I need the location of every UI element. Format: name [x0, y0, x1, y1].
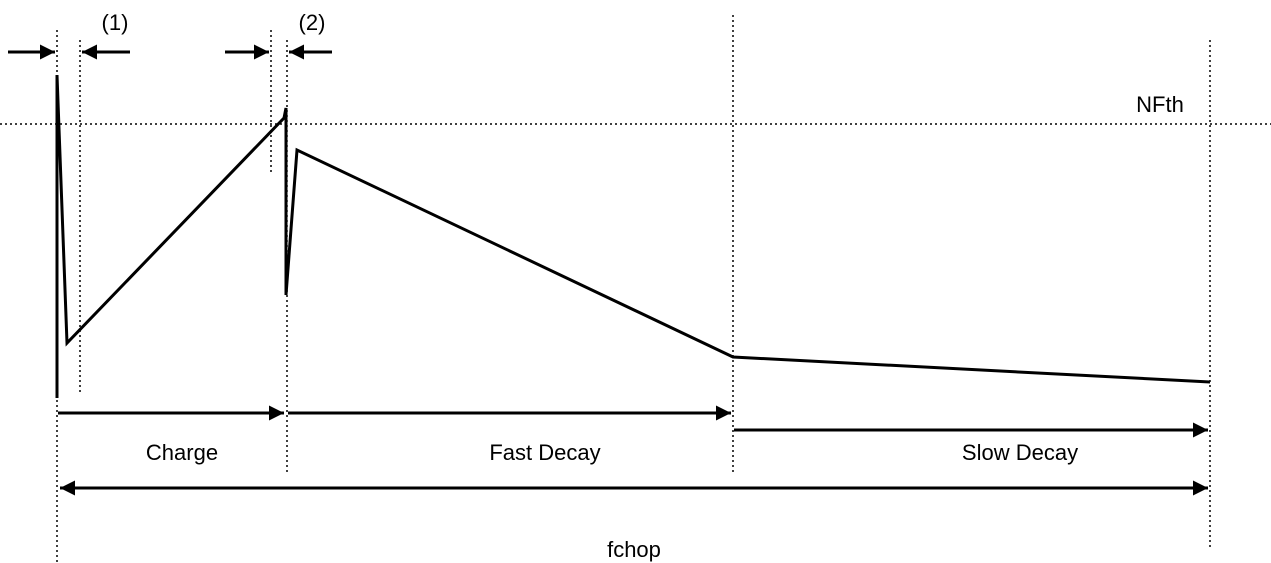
label: fchop	[607, 537, 661, 562]
current-waveform	[55, 74, 1211, 398]
label: NFth	[1136, 92, 1184, 117]
label: (2)	[299, 10, 326, 35]
label: Slow Decay	[962, 440, 1078, 465]
arrows	[8, 44, 1208, 496]
label: Charge	[146, 440, 218, 465]
label: (1)	[102, 10, 129, 35]
guide-lines	[0, 15, 1271, 563]
label: Fast Decay	[489, 440, 600, 465]
